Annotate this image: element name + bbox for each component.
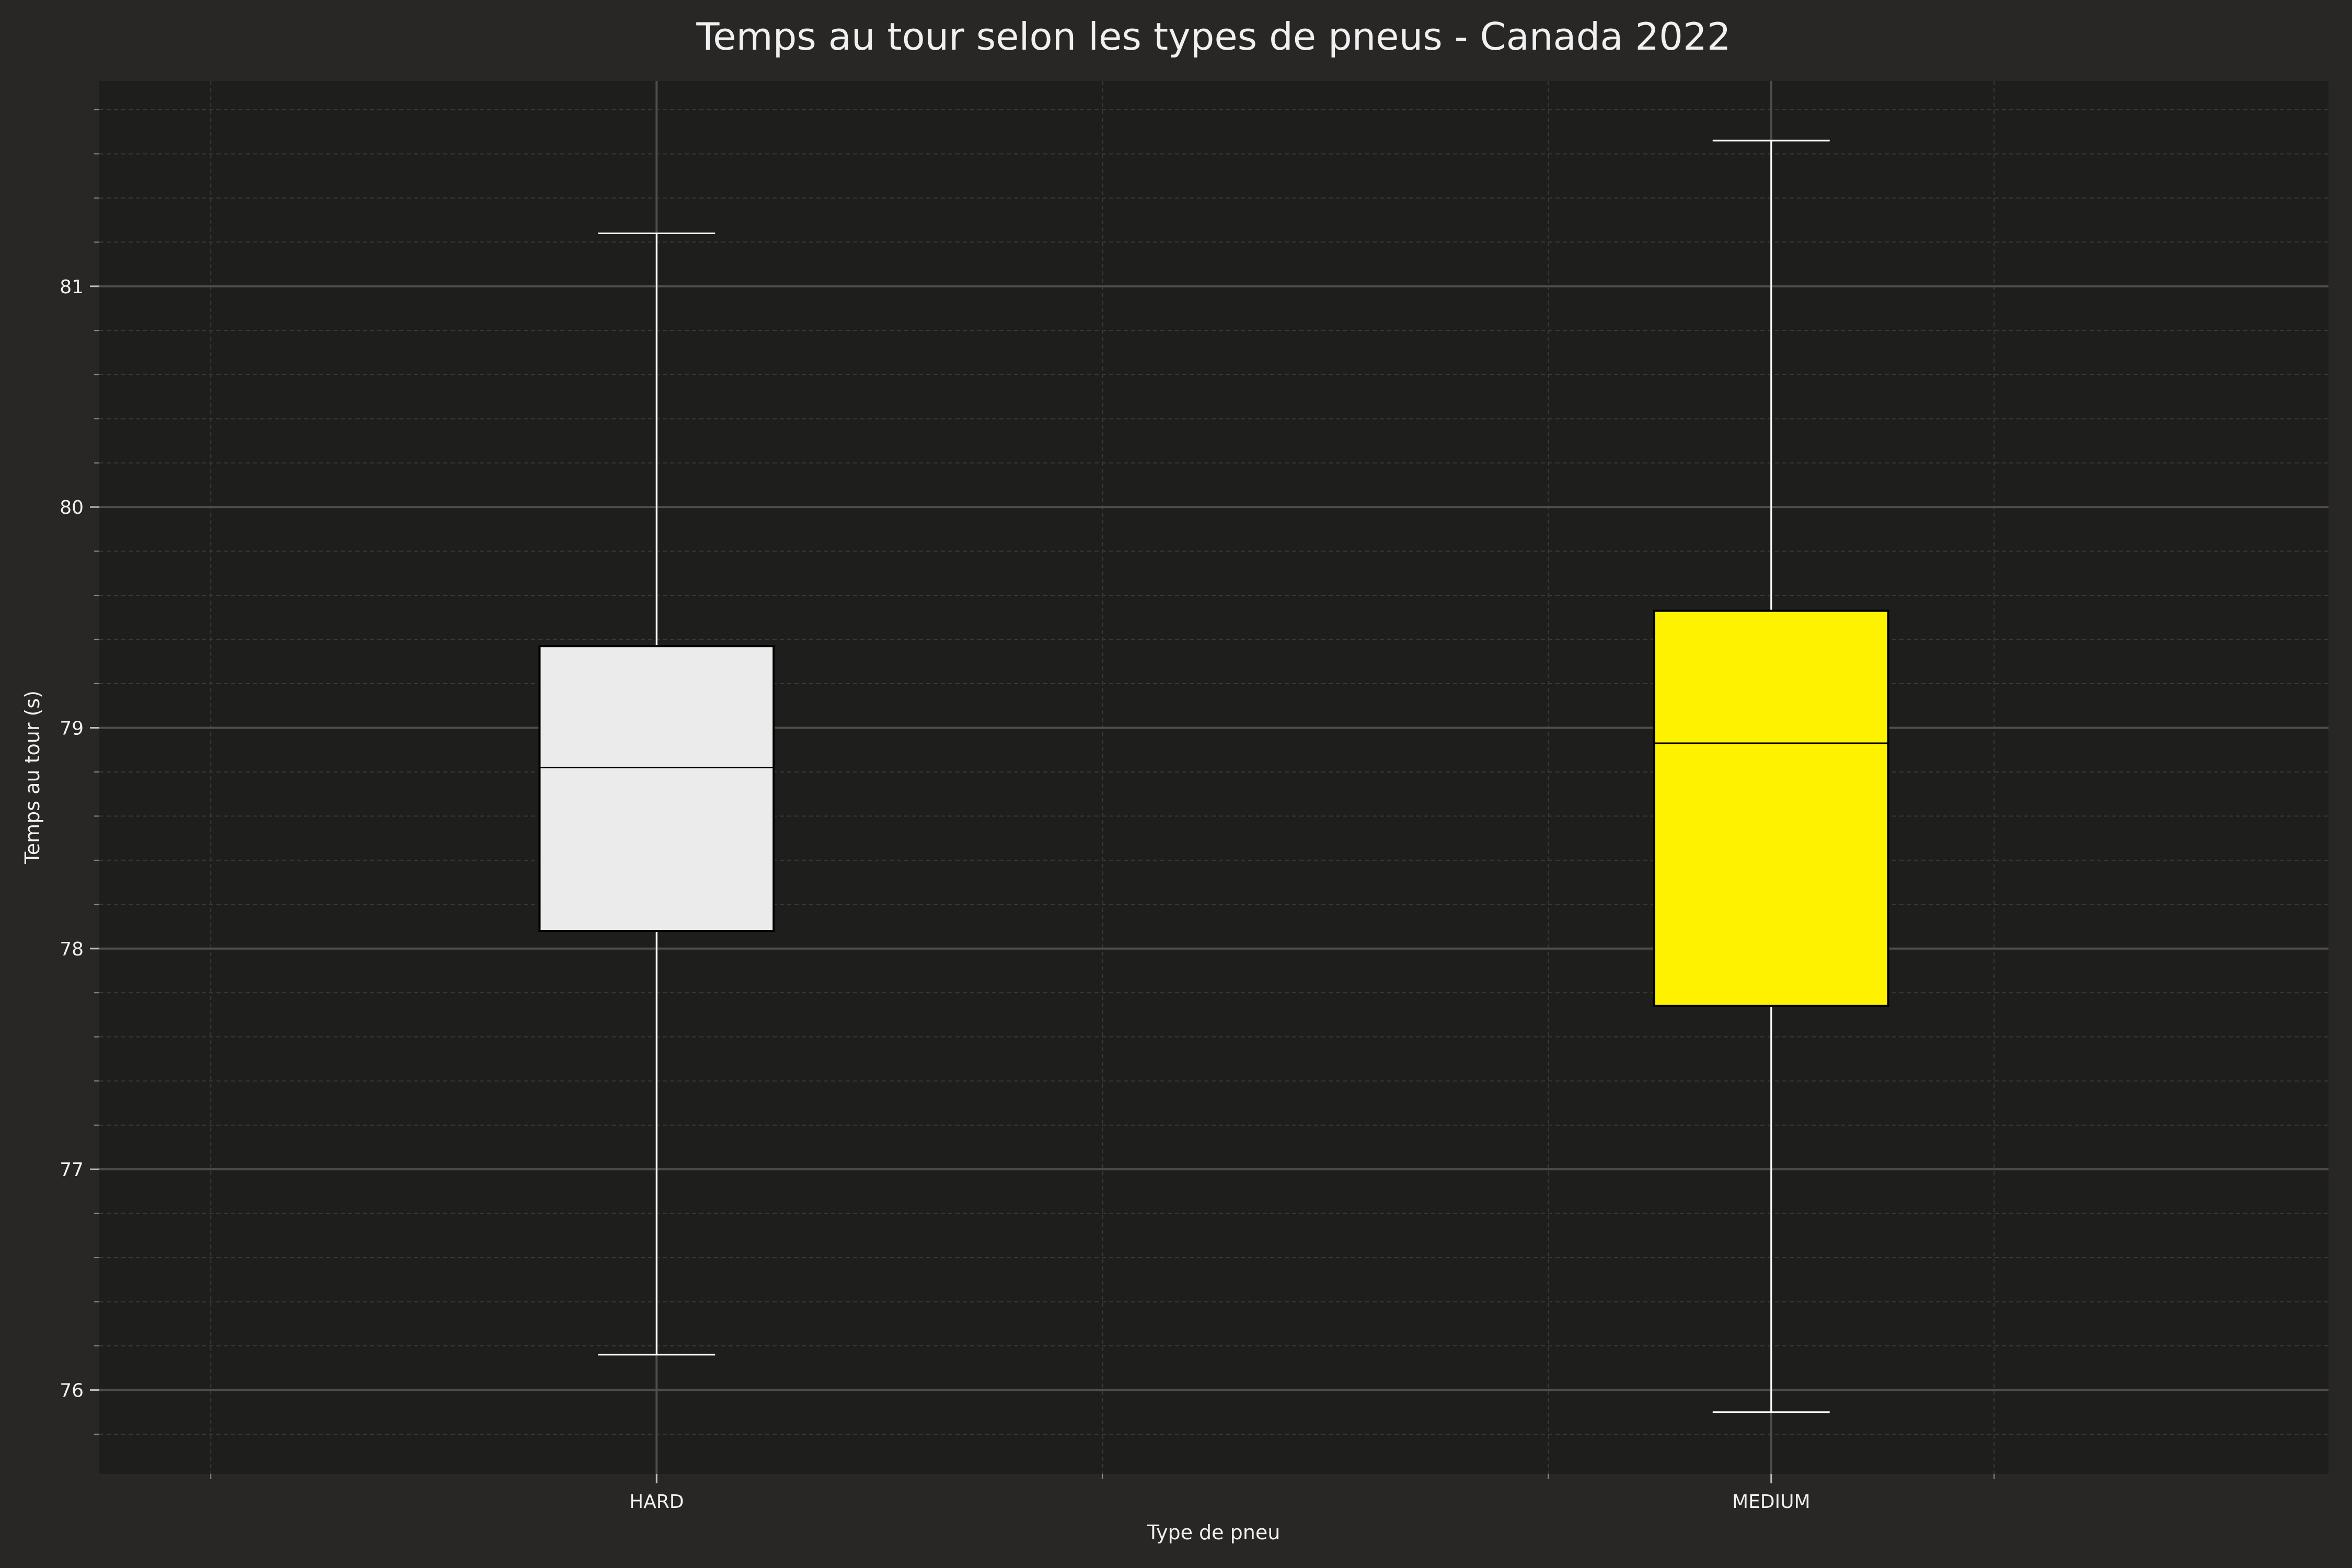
- box-hard: [538, 232, 775, 1356]
- plot-area: [99, 81, 2328, 1474]
- y-axis: 76 77 78 79 80 81: [60, 109, 99, 1435]
- box-body: [1653, 609, 1889, 1007]
- box-series: [538, 140, 1889, 1413]
- x-axis: HARD MEDIUM: [210, 1474, 1995, 1513]
- x-tick-label: MEDIUM: [1732, 1491, 1811, 1513]
- y-tick-label: 79: [60, 718, 84, 739]
- y-tick-label: 78: [60, 939, 84, 960]
- x-tick-label: HARD: [629, 1491, 684, 1513]
- y-tick-label: 77: [60, 1159, 84, 1181]
- y-tick-label: 76: [60, 1380, 84, 1402]
- y-axis-label: Temps au tour (s): [21, 690, 44, 864]
- x-axis-label: Type de pneu: [1147, 1521, 1281, 1544]
- y-tick-label: 81: [60, 276, 84, 298]
- box-body: [538, 645, 775, 932]
- box-medium: [1653, 140, 1889, 1413]
- chart-title: Temps au tour selon les types de pneus -…: [696, 15, 1731, 59]
- y-tick-label: 80: [60, 497, 84, 518]
